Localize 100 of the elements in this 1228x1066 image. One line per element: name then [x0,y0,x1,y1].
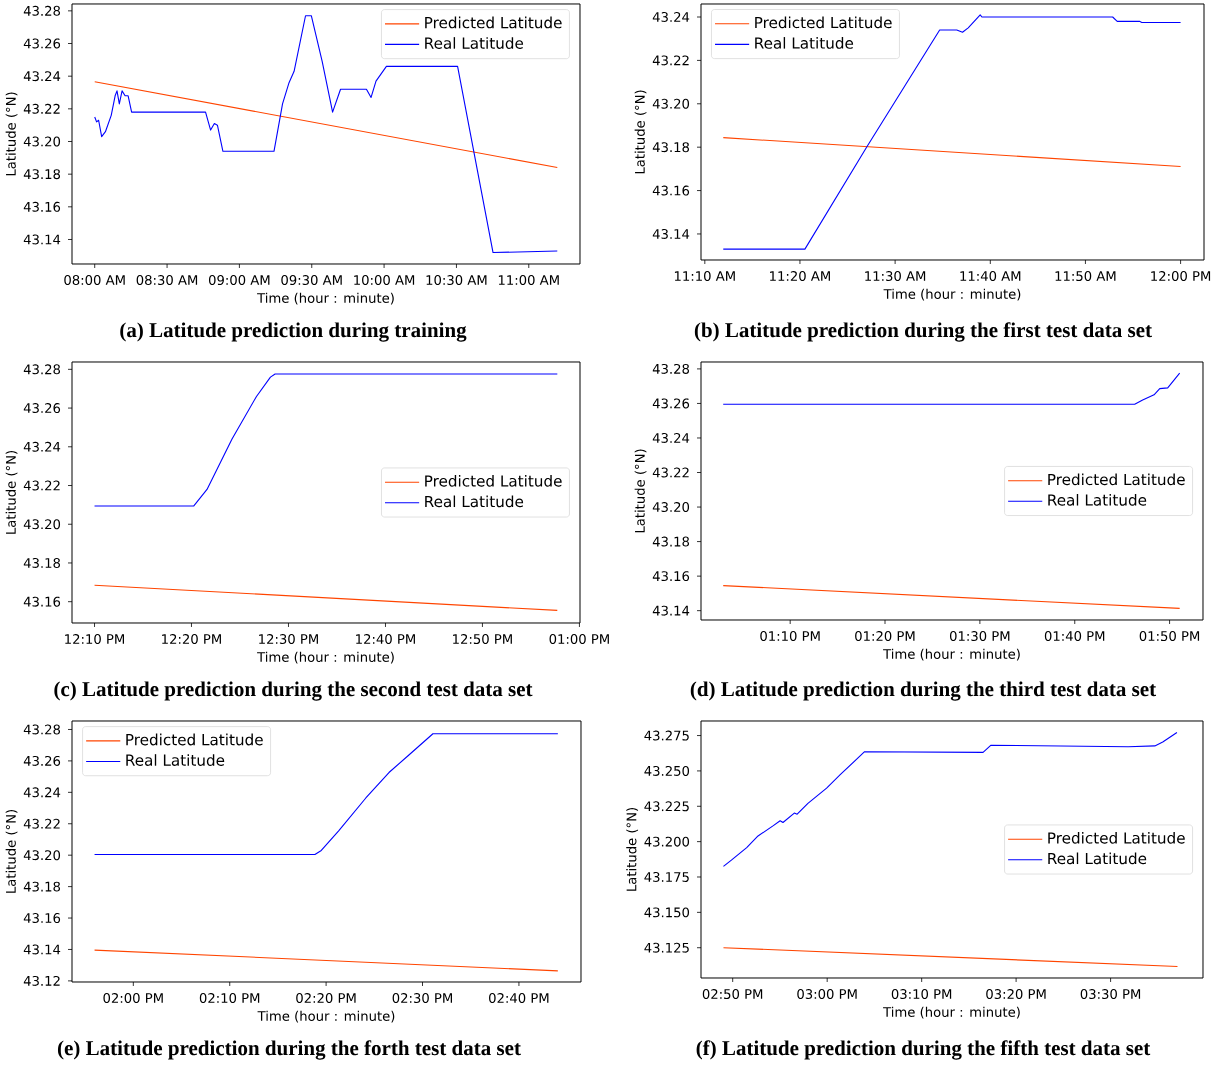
legend-label: Real Latitude [1048,493,1147,506]
x-tick-label: 12:10 PM [65,634,124,645]
y-tick-label: 43.175 [644,872,689,882]
y-axis-title: Latitude (°N) [634,90,647,174]
y-axis-title: Latitude (°N) [626,807,639,891]
x-tick-label: 11:30 AM [865,271,926,282]
x-tick-label: 10:00 AM [354,275,415,286]
x-tick-label: 12:00 PM [1151,271,1211,282]
y-tick-label: 43.16 [23,913,61,924]
x-axis-title: Time (hour : minute) [257,651,394,664]
text: (d) Latitude prediction during the third test data set [690,681,1157,701]
y-axis-title: Latitude (°N) [5,92,18,176]
y-tick-label: 43.16 [652,185,690,196]
x-axis-title: Time (hour : minute) [257,1010,395,1023]
y-tick-label: 43.22 [23,480,60,491]
y-axis-title: Latitude (°N) [5,809,18,893]
line-series [94,733,559,856]
y-axis-title: Latitude (°N) [634,449,647,533]
line-series [722,372,1181,405]
x-axis-title: Time (hour : minute) [883,648,1020,661]
y-tick-label: 43.22 [652,55,689,66]
x-tick-label: 11:50 AM [1055,271,1116,282]
legend-label: Real Latitude [755,37,854,49]
x-tick-label: 01:30 PM [949,631,1010,642]
x-tick-label: 02:10 PM [199,993,260,1004]
x-tick-label: 02:00 PM [103,993,163,1004]
x-tick-label: 09:00 AM [208,275,270,286]
y-tick-label: 43.20 [652,98,690,109]
y-tick-label: 43.20 [23,519,61,530]
x-tick-label: 01:10 PM [760,631,820,642]
x-axis-title: Time (hour : minute) [883,1006,1020,1019]
y-tick-label: 43.24 [23,441,61,452]
y-tick-label: 43.28 [23,724,61,735]
x-tick-label: 02:20 PM [296,993,356,1004]
y-tick-label: 43.26 [23,755,61,766]
text: (e) Latitude prediction during the forth test data set [57,1040,521,1060]
legend-label: Predicted Latitude [1048,473,1185,486]
text: (b) Latitude prediction during the first test data set [694,322,1152,342]
x-tick-label: 08:00 AM [64,275,125,286]
x-tick-label: 11:20 AM [770,271,830,282]
y-tick-label: 43.16 [23,596,61,607]
y-tick-label: 43.22 [652,467,689,478]
x-tick-label: 02:30 PM [392,993,452,1004]
legend-label: Real Latitude [1048,852,1147,865]
y-tick-label: 43.28 [23,364,61,375]
legend-label: Predicted Latitude [126,733,263,746]
x-tick-label: 12:40 PM [356,634,415,645]
y-tick-label: 43.22 [23,103,60,114]
x-tick-label: 12:50 PM [453,634,512,645]
y-tick-label: 43.24 [23,71,61,82]
y-tick-label: 43.250 [644,765,690,776]
x-tick-label: 10:30 AM [426,275,487,286]
x-tick-label: 03:10 PM [891,989,952,1000]
x-axis-title: Time (hour : minute) [257,292,394,305]
x-tick-label: 09:30 AM [281,275,342,286]
text: (c) Latitude prediction during the second test data set [54,681,533,701]
x-tick-label: 01:20 PM [855,631,915,642]
x-tick-label: 03:00 PM [797,989,857,1000]
x-tick-label: 03:30 PM [1080,989,1141,1000]
x-axis-title: Time (hour : minute) [883,288,1021,301]
y-tick-label: 43.18 [652,142,690,153]
y-tick-label: 43.28 [23,5,61,16]
x-tick-label: 08:30 AM [136,275,198,286]
y-tick-label: 43.24 [652,12,690,22]
legend-label: Real Latitude [425,37,524,49]
y-tick-label: 43.18 [23,881,61,892]
y-tick-label: 43.24 [23,787,61,798]
x-tick-label: 01:50 PM [1139,631,1200,642]
y-tick-label: 43.125 [644,942,689,953]
y-tick-label: 43.14 [23,234,61,245]
y-tick-label: 43.12 [23,975,60,986]
y-axis-title: Latitude (°N) [5,450,18,534]
y-tick-label: 43.18 [652,536,690,547]
legend-label: Predicted Latitude [1048,831,1185,844]
x-tick-label: 12:20 PM [162,634,221,645]
y-tick-label: 43.26 [23,403,61,414]
y-tick-label: 43.200 [644,836,690,847]
y-tick-label: 43.16 [652,571,690,582]
y-tick-label: 43.275 [644,730,689,741]
y-tick-label: 43.18 [23,169,61,180]
x-tick-label: 11:10 AM [674,271,735,282]
y-tick-label: 43.14 [652,605,690,616]
y-tick-label: 43.28 [652,363,690,374]
x-tick-label: 01:40 PM [1044,631,1105,642]
y-tick-label: 43.26 [652,398,690,409]
legend-label: Predicted Latitude [425,16,562,29]
x-tick-label: 11:40 AM [960,271,1021,282]
line-series [722,14,1182,250]
y-tick-label: 43.14 [652,228,690,239]
x-tick-label: 02:40 PM [489,993,549,1004]
text: (f) Latitude prediction during the fifth test data set [696,1040,1151,1060]
legend-label: Predicted Latitude [425,474,562,487]
y-tick-label: 43.20 [23,136,61,147]
y-tick-label: 43.22 [23,818,60,829]
y-tick-label: 43.26 [23,38,61,49]
y-tick-label: 43.14 [23,944,61,955]
legend-label: Predicted Latitude [755,16,892,29]
y-tick-label: 43.18 [23,557,61,568]
y-tick-label: 43.225 [644,801,689,812]
legend-label: Real Latitude [126,754,225,766]
